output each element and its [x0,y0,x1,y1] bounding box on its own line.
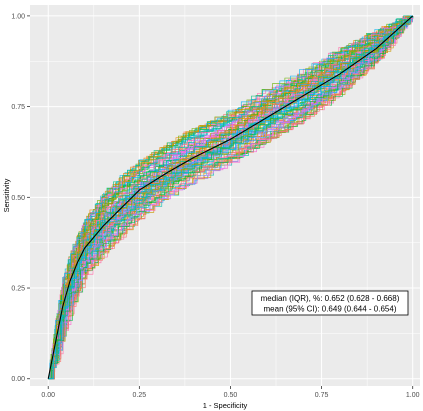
replicate-roc-curve [48,15,414,380]
x-tick-label: 0.50 [224,392,238,399]
y-tick-label: 0.25 [11,286,25,293]
y-tick-label: 0.50 [11,195,25,202]
x-tick-label: 1.00 [406,392,420,399]
x-tick-label: 0.25 [133,392,147,399]
mean-roc-curve [47,15,414,379]
replicate-roc-curve [48,15,413,380]
replicate-roc-curve [48,15,413,380]
mean-roc-line [47,15,414,379]
annotation-median-iqr: median (IQR), %: 0.652 (0.628 - 0.668) [261,294,400,303]
replicate-roc-curve [48,15,413,380]
replicate-roc-curve [48,15,414,380]
annotation-mean-ci: mean (95% CI): 0.649 (0.644 - 0.654) [264,305,397,314]
replicate-roc-curves [48,15,414,380]
replicate-roc-curve [48,15,414,380]
y-tick-label: 0.75 [11,104,25,111]
minor-gridlines [30,5,420,386]
y-axis-ticks: 0.00 0.25 0.50 0.75 1.00 [11,13,30,383]
replicate-roc-curve [48,15,414,380]
x-tick-label: 0.00 [41,392,55,399]
annotation-box [251,290,409,316]
x-axis-title: 1 - Specificity [203,401,248,410]
replicate-roc-curve [48,15,413,380]
replicate-roc-curve [48,15,413,380]
x-tick-label: 0.75 [315,392,329,399]
replicate-roc-curve [48,15,413,380]
y-tick-label: 0.00 [11,376,25,383]
replicate-roc-curve [48,15,413,380]
y-axis-title: Sensitivity [2,178,11,212]
auc-annotation-box: median (IQR), %: 0.652 (0.628 - 0.668) m… [251,290,409,316]
x-axis-ticks: 0.00 0.25 0.50 0.75 1.00 [41,386,420,399]
replicate-roc-curve [48,15,413,380]
replicate-roc-curve [48,15,413,380]
replicate-roc-curve [48,15,413,380]
y-tick-label: 1.00 [11,13,25,20]
